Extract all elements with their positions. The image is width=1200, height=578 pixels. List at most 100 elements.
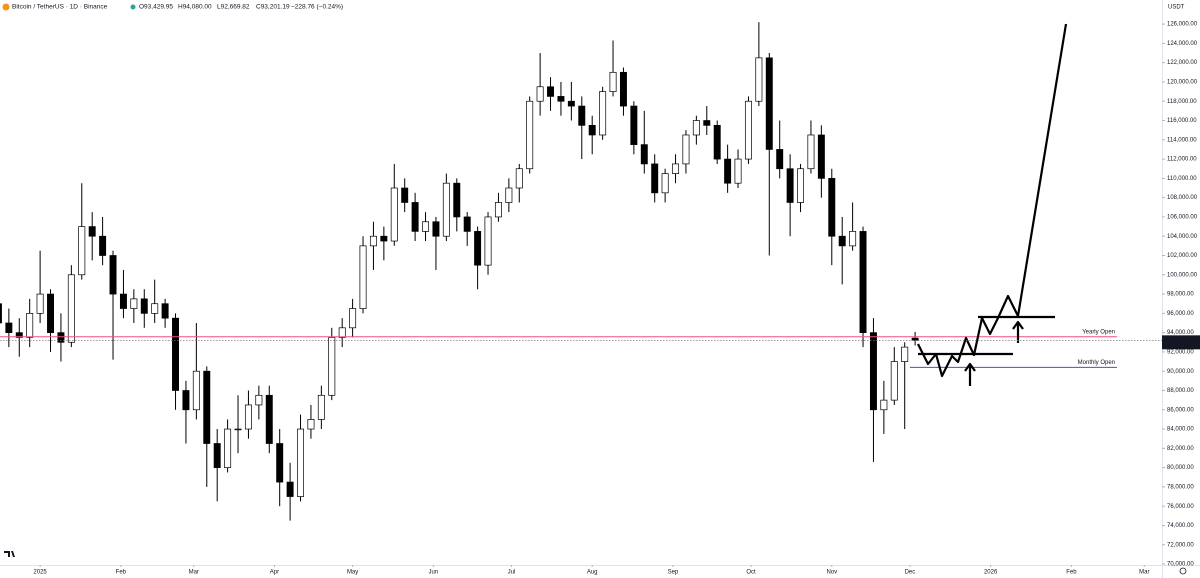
x-tick-label: Mar xyxy=(1139,570,1149,576)
candle-body xyxy=(484,216,492,266)
x-tick-label: Apr xyxy=(270,570,279,576)
x-tick-label: Oct xyxy=(746,570,756,576)
candle-body xyxy=(692,120,700,136)
candle-body xyxy=(776,149,784,170)
candle-body xyxy=(99,235,107,256)
candle-body xyxy=(557,96,565,102)
candle-body xyxy=(849,231,857,247)
y-tick-label: 102,000.00 xyxy=(1167,253,1198,259)
candle-body xyxy=(442,182,450,237)
y-tick-label: 106,000.00 xyxy=(1167,215,1198,221)
level-label: Monthly Open xyxy=(1078,360,1115,366)
candle-body xyxy=(619,71,627,107)
y-tick-label: 112,000.00 xyxy=(1167,157,1197,163)
settings-icon[interactable] xyxy=(1179,567,1187,575)
candle-body xyxy=(755,57,763,102)
candle-body xyxy=(869,332,877,411)
candle-body xyxy=(161,303,169,319)
candle-body xyxy=(588,124,596,136)
candle-body xyxy=(276,443,284,483)
x-tick-label: Jun xyxy=(428,570,438,576)
close-value: C93,201.19 xyxy=(256,4,290,11)
x-tick-label: Feb xyxy=(1066,570,1077,576)
candle-body xyxy=(640,144,648,165)
candle-body xyxy=(265,394,273,444)
y-tick-label: 92,000.00 xyxy=(1167,349,1194,355)
candle-body xyxy=(0,303,2,324)
y-tick-label: 124,000.00 xyxy=(1167,41,1198,47)
x-tick-label: Nov xyxy=(826,570,837,576)
candle-body xyxy=(57,332,65,343)
candle-body xyxy=(151,303,159,314)
y-tick-label: 108,000.00 xyxy=(1167,195,1198,201)
candle-body xyxy=(807,134,815,170)
candle-body xyxy=(390,187,398,242)
candle-body xyxy=(567,100,575,107)
plot: Yearly Open Monthly Open xyxy=(0,22,1117,521)
candle-body xyxy=(36,293,44,314)
candle-body xyxy=(734,158,742,184)
candle-body xyxy=(380,235,388,242)
candle-body xyxy=(119,293,127,309)
low-value: L92,669.82 xyxy=(217,4,250,11)
candle-body xyxy=(713,124,721,160)
candle-body xyxy=(411,202,419,232)
change-value: −228.76 (−0.24%) xyxy=(291,4,343,11)
y-tick-label: 80,000.00 xyxy=(1167,465,1194,471)
x-tick-label: May xyxy=(347,570,358,576)
candle-body xyxy=(47,293,54,333)
y-tick-label: 122,000.00 xyxy=(1167,60,1198,66)
candle-body xyxy=(432,221,440,237)
candle-body xyxy=(724,158,732,184)
candle-body xyxy=(26,313,34,338)
y-tick-label: 74,000.00 xyxy=(1167,523,1194,529)
candle-body xyxy=(536,86,544,102)
candle-body xyxy=(703,120,711,126)
candle-body xyxy=(890,361,898,401)
y-tick-label: 78,000.00 xyxy=(1167,484,1194,490)
y-tick-label: 88,000.00 xyxy=(1167,388,1194,394)
candle-body xyxy=(672,163,680,174)
candle-body xyxy=(526,100,534,170)
candle-body xyxy=(338,327,346,338)
candle-body xyxy=(453,182,461,218)
candle-body xyxy=(547,86,555,97)
symbol-icon xyxy=(2,3,10,11)
y-tick-label: 100,000.00 xyxy=(1167,272,1198,278)
candle-body xyxy=(297,428,305,497)
candle-body xyxy=(109,255,117,295)
projection-path xyxy=(917,23,1068,378)
candle-body xyxy=(213,443,221,468)
candle-body xyxy=(828,178,836,237)
y-tick-label: 118,000.00 xyxy=(1167,99,1197,105)
y-tick-label: 82,000.00 xyxy=(1167,446,1194,452)
y-tick-label: 86,000.00 xyxy=(1167,407,1194,413)
candle-body xyxy=(817,134,825,179)
candle-body xyxy=(130,298,138,309)
x-tick-label: Dec xyxy=(905,570,916,576)
tradingview-logo xyxy=(4,551,15,557)
candle-body xyxy=(317,394,325,420)
candle-body xyxy=(286,481,294,497)
y-tick-label: 114,000.00 xyxy=(1167,137,1197,143)
candle-body xyxy=(15,332,23,338)
arrow-up xyxy=(964,362,976,386)
projection-drawing xyxy=(917,23,1068,386)
y-tick-label: 110,000.00 xyxy=(1167,176,1197,182)
countdown-label: 12:53:33 xyxy=(1167,344,1191,350)
level-label: Yearly Open xyxy=(1082,329,1115,335)
candle-body xyxy=(859,231,867,333)
y-tick-label: 120,000.00 xyxy=(1167,80,1198,86)
candle-body xyxy=(255,394,263,406)
candle-body xyxy=(880,399,888,411)
candle-body xyxy=(401,187,409,203)
last-price-label: 93,201.19 xyxy=(1167,338,1194,344)
y-tick-label: 76,000.00 xyxy=(1167,504,1194,510)
symbol: Bitcoin / TetherUS · 1D · Binance xyxy=(12,4,108,11)
candle-body xyxy=(661,173,669,194)
candle-body xyxy=(494,202,502,218)
x-tick-label: Mar xyxy=(189,570,199,576)
candle-body xyxy=(307,419,315,430)
